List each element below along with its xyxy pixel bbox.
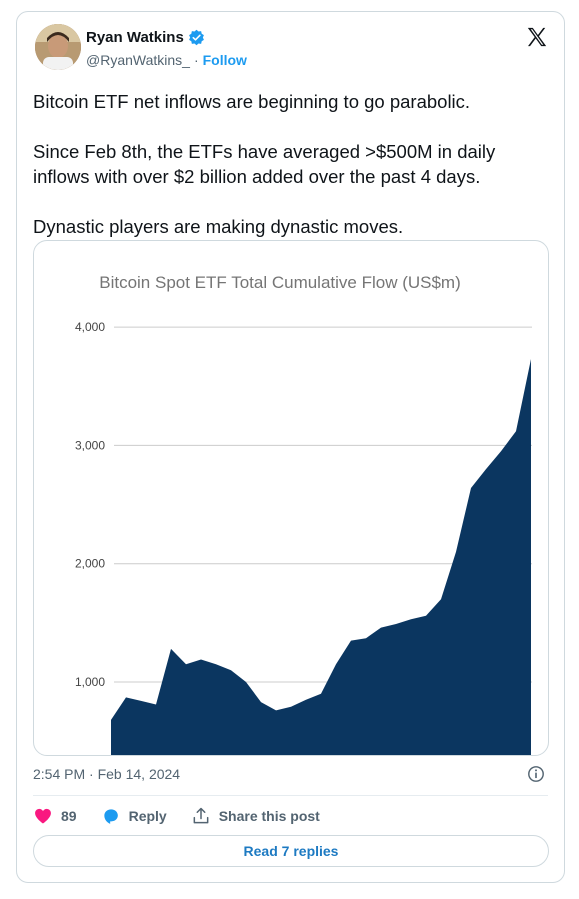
likes-count: 89	[61, 808, 77, 824]
verified-badge-icon	[188, 29, 204, 46]
tweet-text: Bitcoin ETF net inflows are beginning to…	[33, 89, 543, 239]
tweet-paragraph: Since Feb 8th, the ETFs have averaged >$…	[33, 141, 496, 187]
tweet-paragraph: Bitcoin ETF net inflows are beginning to…	[33, 91, 471, 112]
reply-button[interactable]: Reply	[101, 806, 167, 826]
handle-separator: ·	[193, 52, 199, 68]
share-label: Share this post	[218, 808, 320, 824]
chart-svg: Bitcoin Spot ETF Total Cumulative Flow (…	[75, 273, 532, 755]
heart-icon	[35, 808, 51, 824]
like-button[interactable]: 89	[33, 806, 77, 826]
action-bar: 89 Reply Share this post	[33, 805, 344, 827]
divider	[33, 795, 548, 796]
chart-title: Bitcoin Spot ETF Total Cumulative Flow (…	[99, 273, 461, 292]
author-display-name[interactable]: Ryan Watkins	[86, 29, 184, 46]
reply-bubble-icon	[103, 809, 118, 824]
x-logo-icon[interactable]	[526, 26, 548, 48]
author-handle[interactable]: @RyanWatkins_	[86, 52, 190, 68]
share-button[interactable]: Share this post	[191, 806, 320, 826]
chart-y-tick-label: 4,000	[75, 320, 105, 334]
chart-y-tick-label: 3,000	[75, 438, 105, 452]
avatar[interactable]	[35, 24, 81, 70]
chart-y-tick-label: 2,000	[75, 557, 105, 571]
reply-label: Reply	[128, 808, 167, 824]
author-name-row: Ryan Watkins	[86, 29, 205, 46]
chart-area-series	[111, 359, 531, 755]
info-icon[interactable]	[527, 765, 545, 783]
avatar-photo-icon	[35, 24, 81, 70]
read-replies-button[interactable]: Read 7 replies	[33, 835, 549, 867]
share-icon	[193, 807, 209, 824]
tweet-timestamp[interactable]: 2:54 PM · Feb 14, 2024	[33, 766, 181, 782]
author-handle-row: @RyanWatkins_ · Follow	[86, 52, 247, 68]
tweet-paragraph: Dynastic players are making dynastic mov…	[33, 216, 404, 237]
tweet-media-chart[interactable]: Bitcoin Spot ETF Total Cumulative Flow (…	[33, 240, 549, 756]
chart-y-tick-label: 1,000	[75, 675, 105, 689]
follow-button[interactable]: Follow	[202, 52, 247, 68]
